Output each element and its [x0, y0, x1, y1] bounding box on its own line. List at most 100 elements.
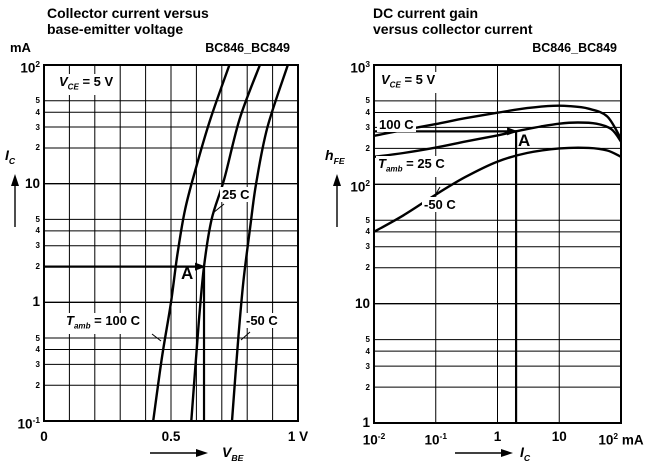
right-x-axis-symbol: IC [520, 444, 530, 463]
right-y-tick-label: 10 [354, 295, 370, 311]
right-condition-label: VCE = 5 V [379, 72, 438, 93]
right-point-a-label: A [518, 131, 531, 150]
left-y-axis-arrow-head [11, 174, 19, 186]
right-x-tick-label: 10-2 [362, 431, 386, 448]
left-x-tick-label: 0 [40, 429, 48, 444]
curve-label-leader-line [240, 331, 251, 341]
left-y-minor-tick-label: 3 [35, 359, 40, 369]
right-y-tick-label: 1 [362, 415, 370, 430]
right-y-minor-tick-label: 2 [365, 263, 370, 273]
right-cond-symbol: V [381, 72, 390, 87]
right-curve-label-minus50c: -50 C [422, 197, 458, 212]
left-y-minor-tick-label: 3 [35, 122, 40, 132]
left-y-unit: mA [10, 40, 31, 55]
left-curves [152, 65, 289, 421]
left-chart-title: Collector current versus base-emitter vo… [47, 5, 209, 37]
left-y-axis-symbol: IC [5, 147, 15, 166]
right-cond-sub: CE [389, 80, 401, 90]
right-chart-title-line2: versus collector current [373, 21, 533, 37]
left-y-minor-tick-label: 4 [35, 107, 40, 117]
left-cond-symbol: V [59, 74, 68, 89]
right-y-minor-tick-label: 3 [365, 122, 370, 132]
left-chart-title-line2: base-emitter voltage [47, 21, 184, 37]
right-x-symbol-letter: I [520, 444, 524, 460]
left-100c-sub: amb [73, 321, 91, 331]
left-y-tick-label: 102 [20, 59, 40, 76]
left-curve-0 [152, 65, 231, 421]
right-plot-frame [373, 64, 622, 424]
right-y-minor-tick-label: 5 [365, 335, 370, 345]
right-cond-rest: = 5 V [400, 72, 436, 87]
right-y-minor-tick-label: 4 [365, 107, 370, 117]
right-y-minor-tick-label: 4 [365, 346, 370, 356]
right-y-axis-symbol: hFE [325, 147, 345, 166]
left-y-minor-tick-label: 2 [35, 262, 40, 272]
left-y-symbol-letter: I [5, 147, 9, 163]
right-y-tick-label: 103 [350, 59, 370, 76]
left-y-minor-tick-label: 4 [35, 345, 40, 355]
right-y-minor-tick-label: 4 [365, 227, 370, 237]
left-curve-label-25c: 25 C [220, 187, 252, 202]
right-y-minor-tick-label: 3 [365, 361, 370, 371]
right-y-symbol-sub: FE [333, 155, 345, 166]
right-x-tick-label: 102 mA [598, 431, 644, 448]
right-curve-label-100c: 100 C [377, 117, 416, 132]
right-x-tick-label: 1 [493, 429, 502, 444]
right-x-axis-arrow-head [501, 449, 513, 457]
right-y-axis-arrow-head [333, 174, 341, 186]
left-x-symbol-sub: BE [231, 452, 244, 463]
right-curve-0 [374, 104, 621, 140]
left-x-tick-label: 0.5 [161, 429, 181, 444]
left-plot-frame [43, 64, 299, 422]
right-25c-rest: = 25 C [402, 156, 445, 171]
left-y-tick-label: 10-1 [17, 415, 40, 432]
left-cond-sub: CE [67, 82, 79, 92]
right-25c-sub: amb [385, 164, 403, 174]
right-x-tick-label: 10 [551, 429, 567, 444]
right-part-number: BC846_BC849 [532, 41, 617, 55]
left-x-axis-arrow-head [196, 449, 208, 457]
right-y-minor-tick-label: 5 [365, 96, 370, 106]
left-x-symbol-letter: V [222, 444, 232, 460]
left-y-minor-tick-label: 2 [35, 380, 40, 390]
right-y-symbol-letter: h [325, 147, 334, 163]
left-curve-label-minus50c: -50 C [244, 313, 280, 328]
left-cond-rest: = 5 V [78, 74, 114, 89]
left-curve-2 [230, 65, 289, 421]
right-25c-symbol: T [378, 156, 386, 171]
left-point-a-label: A [181, 264, 194, 283]
right-chart-title: DC current gain versus collector current [373, 5, 533, 37]
right-y-minor-tick-label: 2 [365, 143, 370, 153]
right-y-minor-tick-label: 5 [365, 215, 370, 225]
left-x-axis-symbol: VBE [222, 444, 243, 463]
left-y-minor-tick-label: 2 [35, 143, 40, 153]
left-curve-1 [190, 65, 262, 421]
curve-label-leader-line [433, 186, 441, 198]
left-part-number: BC846_BC849 [205, 41, 290, 55]
right-y-minor-tick-label: 3 [365, 242, 370, 252]
left-y-minor-tick-label: 5 [35, 333, 40, 343]
left-y-minor-tick-label: 3 [35, 241, 40, 251]
left-y-tick-label: 1 [32, 294, 40, 310]
right-chart-title-line1: DC current gain [373, 5, 479, 21]
right-curves [374, 104, 621, 233]
left-chart-title-line1: Collector current versus [47, 5, 209, 21]
right-curve-label-25c: Tamb = 25 C [376, 156, 447, 177]
right-y-minor-tick-label: 2 [365, 382, 370, 392]
left-100c-symbol: T [66, 313, 74, 328]
left-100c-rest: = 100 C [90, 313, 141, 328]
curve-label-leader-line [212, 203, 225, 214]
left-y-tick-label: 10 [24, 175, 40, 191]
left-curve-label-100c: Tamb = 100 C [64, 313, 143, 334]
right-y-tick-label: 102 [350, 178, 370, 195]
left-condition-label: VCE = 5 V [57, 74, 116, 95]
right-x-symbol-sub: C [523, 452, 531, 463]
right-curve-1 [374, 121, 621, 158]
curve-label-leader-line [151, 333, 162, 342]
left-marker-arrowhead [195, 262, 207, 271]
left-y-symbol-sub: C [8, 155, 16, 166]
right-curve-2 [374, 146, 621, 233]
right-x-tick-label: 10-1 [424, 431, 447, 448]
